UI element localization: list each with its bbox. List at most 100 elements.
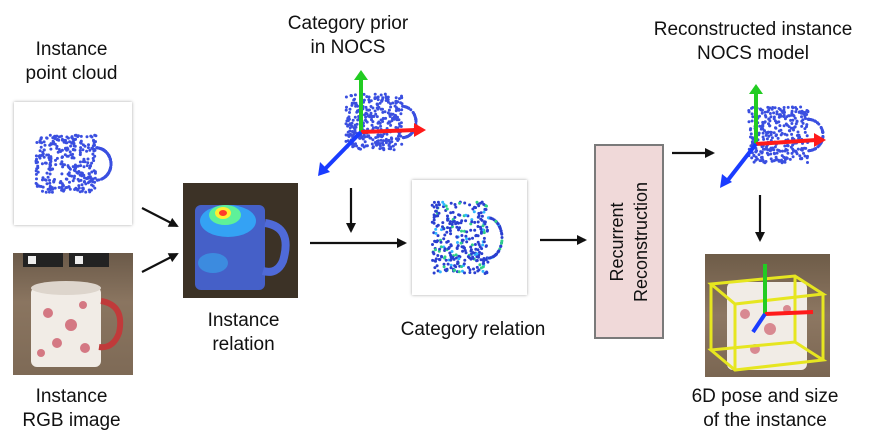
point-cloud-dot bbox=[35, 177, 38, 181]
point-cloud-dot bbox=[436, 254, 440, 257]
point-cloud-dot bbox=[348, 122, 352, 126]
point-cloud-dot bbox=[80, 174, 84, 178]
point-cloud-dot bbox=[41, 189, 44, 193]
point-cloud-dot bbox=[750, 156, 754, 160]
point-cloud-dot bbox=[379, 107, 383, 111]
point-cloud-dot bbox=[463, 249, 467, 252]
point-cloud-dot bbox=[362, 92, 366, 96]
point-cloud-dot bbox=[782, 124, 786, 128]
point-cloud-dot bbox=[373, 92, 377, 96]
point-cloud-dot bbox=[68, 187, 72, 191]
point-cloud-dot bbox=[762, 137, 766, 141]
point-cloud-dot bbox=[396, 139, 400, 142]
point-cloud-dot bbox=[68, 174, 72, 178]
point-cloud-dot bbox=[778, 149, 782, 153]
point-cloud-dot bbox=[456, 241, 459, 244]
point-cloud-dot bbox=[34, 181, 38, 185]
point-cloud-dot bbox=[450, 250, 454, 253]
point-cloud-dot bbox=[82, 165, 86, 169]
point-cloud-dot bbox=[384, 99, 388, 102]
point-cloud-dot bbox=[45, 182, 49, 186]
point-cloud-dot bbox=[88, 190, 92, 194]
point-cloud-dot bbox=[777, 113, 781, 117]
point-cloud-dot bbox=[799, 105, 803, 109]
label-pose-size: 6D pose and size of the instance bbox=[691, 386, 839, 431]
point-cloud-dot bbox=[49, 155, 53, 159]
point-cloud-dot bbox=[63, 163, 66, 167]
point-cloud-dot bbox=[469, 245, 473, 249]
point-cloud-dot bbox=[382, 148, 386, 152]
point-cloud-dot bbox=[364, 105, 368, 109]
point-cloud-dot bbox=[821, 135, 825, 139]
point-cloud-dot bbox=[445, 240, 449, 244]
label-instance-point-cloud: Instance point cloud bbox=[25, 39, 118, 84]
point-cloud-dot bbox=[381, 139, 385, 143]
point-cloud-dot bbox=[455, 256, 458, 260]
point-cloud-dot bbox=[93, 180, 97, 184]
point-cloud-dot bbox=[389, 105, 393, 109]
point-cloud-dot bbox=[93, 133, 97, 137]
point-cloud-dot bbox=[35, 157, 38, 161]
point-cloud-dot bbox=[479, 217, 483, 221]
point-cloud-dot bbox=[78, 190, 82, 194]
point-cloud-dot bbox=[772, 117, 776, 121]
point-cloud-dot bbox=[767, 134, 771, 138]
point-cloud-dot bbox=[81, 148, 85, 152]
point-cloud-dot bbox=[463, 258, 467, 262]
point-cloud-dot bbox=[465, 230, 469, 234]
point-cloud-dot bbox=[434, 257, 438, 261]
point-cloud-dot bbox=[374, 136, 378, 140]
point-cloud-dot bbox=[482, 240, 486, 244]
point-cloud-dot bbox=[38, 149, 42, 153]
point-cloud-dot bbox=[475, 265, 479, 269]
point-cloud-dot bbox=[85, 135, 89, 139]
point-cloud-dot bbox=[370, 142, 374, 146]
point-cloud-dot bbox=[77, 184, 81, 188]
point-cloud-dot bbox=[394, 142, 397, 146]
point-cloud-dot bbox=[374, 142, 378, 146]
point-cloud-dot bbox=[344, 133, 348, 137]
point-cloud-dot bbox=[782, 160, 785, 164]
point-cloud-dot bbox=[350, 101, 354, 105]
arrow-rgb-to-relation bbox=[141, 253, 179, 273]
point-cloud-dot bbox=[771, 106, 775, 109]
point-cloud-dot bbox=[769, 130, 773, 134]
point-cloud-dot bbox=[34, 154, 38, 158]
point-cloud-dot bbox=[799, 157, 802, 161]
point-cloud-dot bbox=[438, 258, 442, 262]
point-cloud-dot bbox=[411, 110, 415, 114]
point-cloud-dot bbox=[802, 151, 805, 155]
point-cloud-dot bbox=[775, 112, 779, 116]
point-cloud-dot bbox=[60, 156, 64, 159]
point-cloud-dot bbox=[482, 236, 486, 240]
point-cloud-dot bbox=[87, 176, 91, 180]
point-cloud-dot bbox=[437, 203, 441, 207]
point-cloud-dot bbox=[367, 98, 371, 102]
point-cloud-dot bbox=[38, 139, 42, 143]
point-cloud-dot bbox=[434, 231, 438, 235]
point-cloud-dot bbox=[817, 122, 821, 126]
point-cloud-dot bbox=[353, 93, 357, 97]
point-cloud-dot bbox=[767, 108, 771, 112]
point-cloud-dot bbox=[106, 172, 110, 175]
point-cloud-dot bbox=[484, 244, 488, 248]
point-cloud-dot bbox=[435, 264, 439, 268]
point-cloud-dot bbox=[749, 127, 753, 131]
point-cloud-dot bbox=[68, 140, 72, 144]
point-cloud-dot bbox=[464, 234, 468, 238]
point-cloud-dot bbox=[766, 131, 769, 135]
point-cloud-dot bbox=[758, 114, 761, 118]
point-cloud-dot bbox=[376, 126, 380, 130]
point-cloud-dot bbox=[761, 120, 765, 124]
point-cloud-dot bbox=[93, 154, 97, 158]
point-cloud-dot bbox=[349, 132, 352, 136]
point-cloud-dot bbox=[773, 106, 777, 110]
point-cloud-dot bbox=[41, 150, 45, 154]
point-cloud-dot bbox=[365, 108, 369, 112]
point-cloud-dot bbox=[478, 250, 481, 254]
point-cloud-dot bbox=[500, 232, 504, 236]
point-cloud-dot bbox=[365, 135, 369, 138]
point-cloud-dot bbox=[774, 126, 777, 130]
point-cloud-dot bbox=[793, 116, 797, 120]
point-cloud-dot bbox=[38, 156, 42, 160]
